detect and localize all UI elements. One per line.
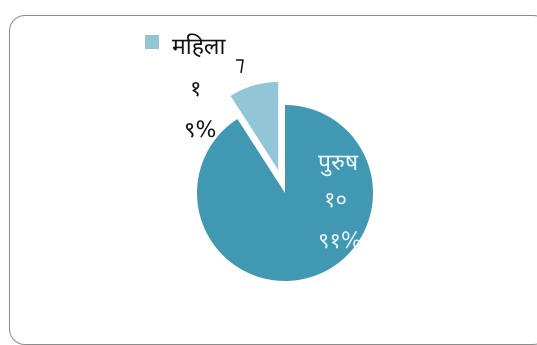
slice-label-mahila-category: महिला — [172, 33, 227, 60]
pie-slice-mahila — [230, 81, 279, 170]
legend-swatch-mahila — [145, 35, 159, 49]
leader-line-mahila — [236, 59, 244, 74]
pie-slices — [197, 81, 373, 281]
slice-label-purush-category: पुरुष — [318, 150, 359, 177]
slice-label-purush-value: १० — [324, 188, 347, 213]
pie-chart: महिला १ ९% पुरुष १० ९१% — [145, 33, 373, 281]
slice-label-mahila-percent: ९% — [184, 118, 216, 143]
slice-label-purush-percent: ९१% — [318, 229, 362, 254]
slice-label-mahila-value: १ — [190, 77, 201, 102]
pie-slice-purush — [197, 105, 373, 281]
